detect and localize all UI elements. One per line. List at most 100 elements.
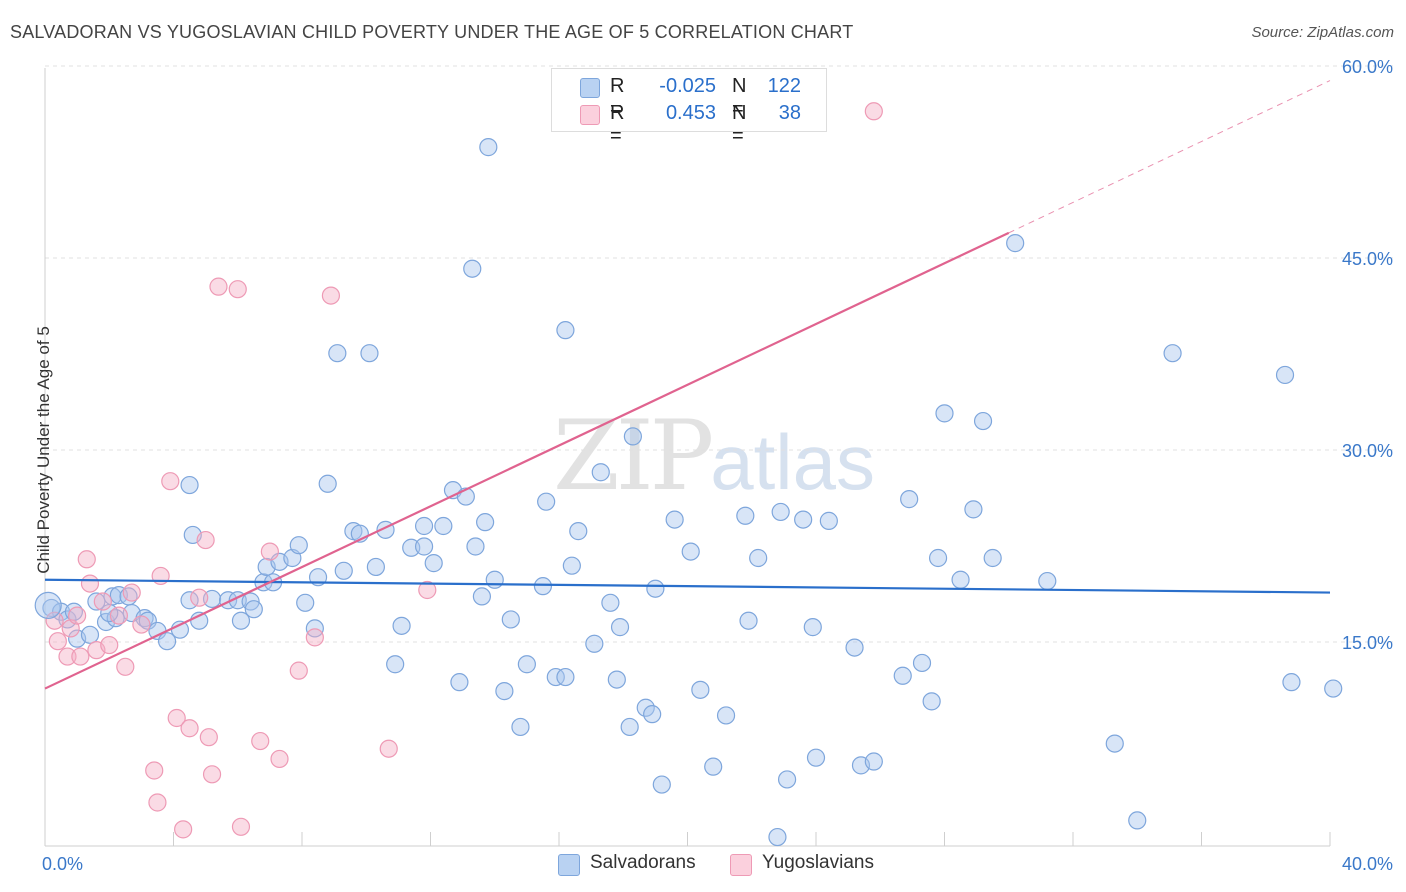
- legend-n-label: N =: [732, 75, 747, 120]
- salvadoran-point: [935, 404, 954, 423]
- salvadoran-point: [845, 638, 864, 657]
- salvadoran-point: [501, 610, 520, 629]
- yugoslavian-point: [202, 765, 222, 784]
- salvadoran-point: [912, 653, 932, 673]
- legend-r-value: -0.025: [659, 75, 716, 97]
- salvadoran-point: [414, 516, 434, 536]
- salvadoran-point: [806, 748, 826, 767]
- yugoslavian-point: [251, 731, 270, 751]
- yugoslavian-point: [305, 628, 324, 647]
- salvadoran-point: [665, 510, 684, 529]
- yugoslavian-point: [864, 102, 883, 121]
- yugoslavian-point: [48, 632, 67, 651]
- salvadoran-point: [562, 556, 581, 575]
- legend-swatch-pink: [580, 105, 600, 125]
- source-label: Source: ZipAtlas.com: [1251, 24, 1394, 41]
- yugoslavian-point: [116, 657, 135, 676]
- salvadoran-point: [973, 411, 993, 431]
- yugoslavian-point: [190, 588, 209, 607]
- yugoslavian-point: [260, 542, 279, 561]
- salvadoran-point: [777, 770, 797, 789]
- salvadoran-point: [1006, 234, 1025, 253]
- yugoslavian-trend-line: [44, 231, 1010, 690]
- salvadoran-point: [928, 548, 948, 568]
- salvadoran-point: [328, 344, 347, 363]
- salvadoran-point: [546, 667, 565, 687]
- yugoslavian-point: [180, 719, 199, 738]
- salvadoran-point: [771, 502, 790, 522]
- salvadoran-point: [34, 591, 62, 619]
- salvadoran-point: [652, 775, 671, 794]
- salvadoran-point: [646, 579, 665, 598]
- salvadoran-point: [1275, 365, 1295, 385]
- salvadoran-point: [157, 632, 177, 651]
- salvadoran-point: [556, 321, 575, 340]
- salvadoran-point: [591, 463, 610, 482]
- salvadoran-point: [386, 655, 405, 674]
- salvadoran-point: [794, 510, 813, 529]
- salvadoran-point: [1163, 344, 1182, 363]
- salvadoran-point: [749, 548, 768, 568]
- yugoslavian-point: [228, 280, 247, 299]
- salvadoran-point: [803, 618, 822, 637]
- salvadoran-point: [601, 593, 620, 612]
- salvadoran-point: [434, 516, 453, 536]
- salvadoran-point: [485, 570, 504, 589]
- salvadoran-point: [739, 611, 758, 630]
- yugoslavian-point: [199, 728, 218, 747]
- salvadoran-point: [472, 587, 491, 606]
- salvadoran-point: [922, 692, 941, 711]
- yugoslavian-point: [109, 606, 128, 625]
- yugoslavian-point: [379, 739, 398, 758]
- yugoslavian-point: [231, 817, 251, 836]
- salvadoran-point: [450, 673, 469, 692]
- salvadoran-point: [414, 537, 434, 556]
- salvadoran-point: [476, 513, 495, 532]
- watermark-zip: ZIP: [553, 400, 714, 512]
- legend-n-value: 122: [767, 75, 801, 97]
- y-tick-label: 15.0%: [1342, 633, 1393, 653]
- salvadoran-point: [983, 548, 1002, 568]
- legend-n-value: 38: [778, 102, 801, 124]
- salvadoran-point: [318, 474, 337, 493]
- salvadoran-point: [585, 634, 604, 653]
- yugoslavian-point: [58, 647, 77, 666]
- bottom-legend-swatch-blue: [558, 854, 580, 876]
- y-tick-label: 60.0%: [1342, 57, 1393, 77]
- legend-n-label: N =: [732, 102, 747, 147]
- salvadoran-trend-line: [44, 578, 1331, 594]
- salvadoran-point: [1105, 734, 1124, 753]
- correlation-legend: R = -0.025 N = 122 R = 0.453 N = 38: [551, 68, 827, 147]
- salvadoran-point: [893, 666, 912, 685]
- yugoslavian-point: [77, 550, 96, 569]
- salvadoran-point: [819, 511, 838, 530]
- salvadoran-point: [244, 600, 263, 619]
- salvadoran-point: [1324, 679, 1343, 698]
- yugoslavian-point: [68, 606, 87, 625]
- yugoslavian-point: [80, 574, 100, 593]
- salvadoran-point: [517, 655, 536, 674]
- yugoslavian-point: [100, 635, 119, 655]
- legend-swatch-blue: [580, 78, 600, 98]
- salvadoran-point: [736, 506, 755, 525]
- salvadoran-point: [296, 593, 315, 612]
- salvadoran-point: [681, 542, 700, 561]
- salvadoran-point: [951, 570, 970, 589]
- salvadoran-point: [80, 625, 100, 644]
- salvadoran-point: [180, 475, 199, 495]
- yugoslavian-point: [289, 661, 308, 680]
- salvadoran-point: [463, 259, 482, 278]
- zipatlas-watermark: ZIPatlas: [553, 400, 875, 512]
- salvadoran-point: [495, 682, 514, 701]
- salvadoran-point: [466, 537, 485, 556]
- bottom-legend-label: Yugoslavians: [762, 852, 874, 873]
- yugoslavian-point: [122, 583, 141, 602]
- yugoslavian-point: [145, 761, 164, 780]
- bottom-legend-swatch-pink: [730, 854, 752, 876]
- salvadoran-point: [556, 667, 575, 687]
- salvadoran-point: [1038, 571, 1057, 591]
- yugoslavian-point: [132, 615, 151, 634]
- bottom-legend-label: Salvadorans: [590, 852, 696, 873]
- salvadoran-point: [366, 557, 385, 577]
